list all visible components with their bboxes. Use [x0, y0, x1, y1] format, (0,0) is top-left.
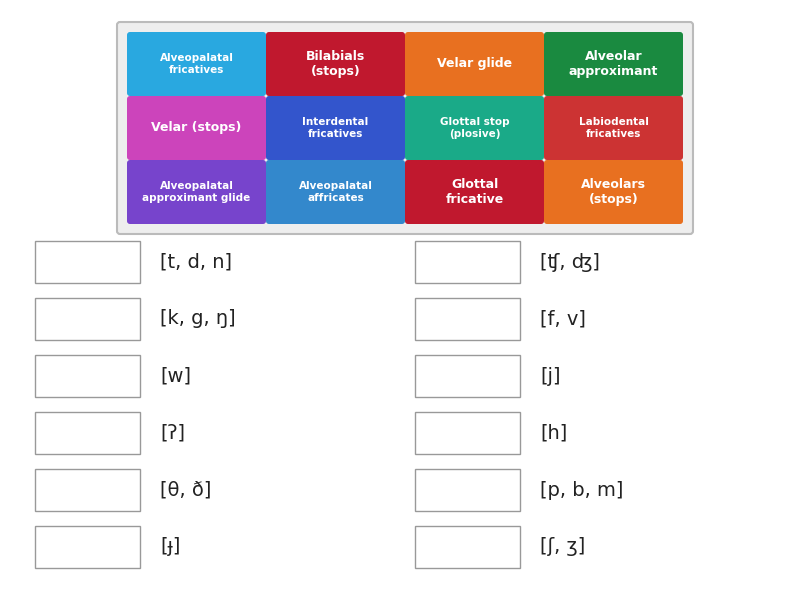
Text: [k, g, ŋ]: [k, g, ŋ] — [160, 310, 236, 329]
Bar — [415, 355, 520, 397]
FancyBboxPatch shape — [266, 160, 405, 224]
FancyBboxPatch shape — [127, 96, 266, 160]
Text: Alveopalatal
fricatives: Alveopalatal fricatives — [159, 53, 234, 75]
Text: [θ, ð]: [θ, ð] — [160, 481, 211, 499]
Text: Velar glide: Velar glide — [437, 58, 512, 70]
FancyBboxPatch shape — [266, 96, 405, 160]
FancyBboxPatch shape — [266, 32, 405, 96]
Text: [p, b, m]: [p, b, m] — [540, 481, 623, 499]
Bar — [35, 355, 140, 397]
Bar — [415, 469, 520, 511]
Bar — [35, 241, 140, 283]
Text: [ɟ]: [ɟ] — [160, 538, 180, 557]
FancyBboxPatch shape — [405, 160, 544, 224]
Text: Alveopalatal
affricates: Alveopalatal affricates — [298, 181, 373, 203]
Text: [ʔ]: [ʔ] — [160, 424, 185, 443]
Text: Velar (stops): Velar (stops) — [151, 121, 242, 134]
FancyBboxPatch shape — [544, 32, 683, 96]
Text: [h]: [h] — [540, 424, 567, 443]
Text: [t, d, n]: [t, d, n] — [160, 253, 232, 271]
Text: Bilabials
(stops): Bilabials (stops) — [306, 50, 365, 78]
Text: [f, v]: [f, v] — [540, 310, 586, 329]
Bar — [415, 241, 520, 283]
Text: Labiodental
fricatives: Labiodental fricatives — [578, 117, 649, 139]
Bar — [35, 469, 140, 511]
Bar — [415, 526, 520, 568]
FancyBboxPatch shape — [117, 22, 693, 234]
FancyBboxPatch shape — [127, 32, 266, 96]
Bar — [35, 298, 140, 340]
Text: Glottal
fricative: Glottal fricative — [446, 178, 504, 206]
Text: Alveolars
(stops): Alveolars (stops) — [581, 178, 646, 206]
FancyBboxPatch shape — [544, 96, 683, 160]
Text: Alveolar
approximant: Alveolar approximant — [569, 50, 658, 78]
Bar — [415, 412, 520, 454]
Text: Glottal stop
(plosive): Glottal stop (plosive) — [440, 117, 510, 139]
Text: [w]: [w] — [160, 367, 191, 385]
FancyBboxPatch shape — [405, 96, 544, 160]
Text: [ʧ, ʤ]: [ʧ, ʤ] — [540, 253, 600, 271]
FancyBboxPatch shape — [544, 160, 683, 224]
Text: Interdental
fricatives: Interdental fricatives — [302, 117, 369, 139]
FancyBboxPatch shape — [127, 160, 266, 224]
Text: [ʃ, ʒ]: [ʃ, ʒ] — [540, 538, 586, 557]
FancyBboxPatch shape — [405, 32, 544, 96]
Text: [j]: [j] — [540, 367, 561, 385]
Bar — [35, 526, 140, 568]
Bar — [35, 412, 140, 454]
Text: Alveopalatal
approximant glide: Alveopalatal approximant glide — [142, 181, 250, 203]
Bar — [415, 298, 520, 340]
